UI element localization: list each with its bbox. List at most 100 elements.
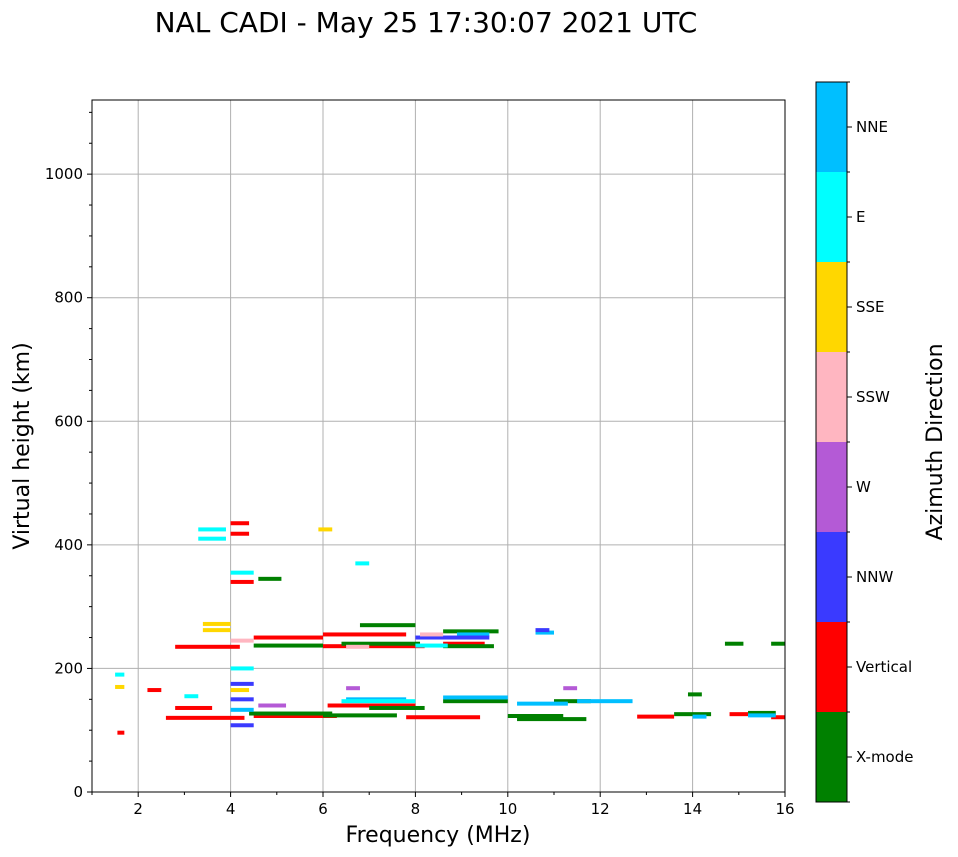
echo-trace bbox=[341, 699, 416, 704]
y-tick-label: 0 bbox=[73, 783, 83, 801]
colorbar-frame bbox=[815, 81, 848, 803]
echo-trace bbox=[230, 707, 254, 712]
echo-trace bbox=[687, 692, 702, 697]
echo-trace bbox=[253, 714, 337, 719]
echo-trace bbox=[507, 714, 564, 719]
echo-trace bbox=[406, 715, 481, 720]
echo-trace bbox=[443, 644, 494, 649]
colorbar-tick-label: SSE bbox=[856, 298, 885, 316]
echo-trace bbox=[748, 710, 776, 715]
series-nnw bbox=[230, 628, 550, 728]
echo-trace bbox=[554, 699, 591, 704]
echo-trace bbox=[230, 666, 254, 671]
echo-trace bbox=[327, 703, 416, 708]
echo-trace bbox=[230, 531, 250, 536]
colorbar-tick-label: NNE bbox=[856, 118, 888, 136]
echo-trace bbox=[323, 644, 425, 649]
y-tick-label: 200 bbox=[54, 659, 83, 677]
echo-trace bbox=[563, 686, 578, 691]
data-marks bbox=[115, 521, 785, 735]
echo-trace bbox=[535, 630, 554, 635]
echo-trace bbox=[443, 629, 499, 634]
echo-trace bbox=[115, 684, 125, 689]
echo-trace bbox=[175, 705, 213, 710]
y-tick-label: 1000 bbox=[45, 165, 83, 183]
echo-trace bbox=[323, 632, 407, 637]
echo-trace bbox=[230, 638, 254, 643]
echo-trace bbox=[253, 635, 323, 640]
echo-trace bbox=[230, 688, 250, 693]
echo-trace bbox=[771, 641, 785, 646]
echo-trace bbox=[230, 579, 254, 584]
echo-trace bbox=[323, 713, 397, 718]
x-tick-label: 14 bbox=[683, 800, 702, 818]
series-vertical bbox=[117, 521, 785, 735]
chart-title: NAL CADI - May 25 17:30:07 2021 UTC bbox=[155, 6, 698, 39]
colorbar-segment bbox=[816, 532, 847, 622]
colorbar-tick-label: SSW bbox=[856, 388, 890, 406]
echo-trace bbox=[771, 715, 785, 720]
echo-trace bbox=[517, 717, 587, 722]
plot-frame bbox=[91, 99, 786, 793]
y-tick-label: 600 bbox=[54, 412, 83, 430]
y-tick-label: 800 bbox=[54, 289, 83, 307]
y-tick-label: 400 bbox=[54, 536, 83, 554]
echo-trace bbox=[415, 635, 490, 640]
echo-trace bbox=[198, 527, 226, 532]
echo-trace bbox=[258, 703, 287, 708]
x-axis-ticks: 2 4 6 8 10 12 14 16 bbox=[91, 792, 795, 818]
plot-area: 2 4 6 8 10 12 14 16 0 200 400 600 800 1000 bbox=[45, 99, 795, 818]
colorbar-segment bbox=[816, 712, 847, 802]
echo-trace bbox=[420, 632, 444, 637]
echo-trace bbox=[369, 705, 425, 710]
echo-trace bbox=[230, 723, 254, 728]
echo-trace bbox=[253, 643, 323, 648]
echo-trace bbox=[359, 623, 416, 628]
echo-trace bbox=[729, 712, 749, 717]
x-tick-label: 6 bbox=[318, 800, 328, 818]
colorbar-segment bbox=[816, 622, 847, 712]
colorbar-tick-label: NNW bbox=[856, 568, 893, 586]
x-axis-label: Frequency (MHz) bbox=[346, 823, 531, 848]
colorbar-segment bbox=[816, 172, 847, 262]
series-x-mode bbox=[249, 576, 785, 722]
echo-trace bbox=[443, 641, 485, 646]
echo-trace bbox=[117, 730, 125, 735]
y-axis-label: Virtual height (km) bbox=[10, 342, 35, 549]
echo-trace bbox=[184, 694, 199, 699]
echo-trace bbox=[443, 695, 508, 700]
echo-trace bbox=[202, 621, 231, 626]
echo-trace bbox=[249, 711, 333, 716]
x-tick-label: 12 bbox=[591, 800, 610, 818]
echo-trace bbox=[748, 713, 776, 718]
echo-trace bbox=[147, 688, 162, 693]
colorbar: X-mode Vertical NNW W SSW SSE E NNE bbox=[815, 81, 913, 803]
plot-background bbox=[92, 100, 785, 792]
y-axis-ticks: 0 200 400 600 800 1000 bbox=[45, 111, 92, 801]
echo-trace bbox=[577, 699, 633, 704]
echo-trace bbox=[346, 644, 370, 649]
echo-trace bbox=[443, 699, 508, 704]
echo-trace bbox=[517, 701, 568, 706]
colorbar-segment bbox=[816, 262, 847, 352]
colorbar-tick-label: W bbox=[856, 478, 871, 496]
echo-trace bbox=[674, 712, 712, 717]
echo-trace bbox=[175, 644, 240, 649]
echo-trace bbox=[637, 714, 675, 719]
echo-trace bbox=[230, 681, 254, 686]
x-tick-label: 4 bbox=[226, 800, 236, 818]
series-w bbox=[258, 686, 578, 708]
echo-trace bbox=[230, 697, 254, 702]
x-tick-label: 8 bbox=[411, 800, 421, 818]
echo-trace bbox=[692, 714, 707, 719]
series-e bbox=[115, 527, 448, 704]
echo-trace bbox=[115, 672, 125, 677]
x-tick-label: 10 bbox=[498, 800, 517, 818]
echo-trace bbox=[346, 686, 360, 691]
echo-trace bbox=[341, 641, 421, 646]
echo-trace bbox=[355, 561, 370, 566]
colorbar-segment bbox=[816, 442, 847, 532]
echo-trace bbox=[230, 570, 254, 575]
echo-trace bbox=[198, 536, 226, 541]
colorbar-tick-label: E bbox=[856, 208, 865, 226]
